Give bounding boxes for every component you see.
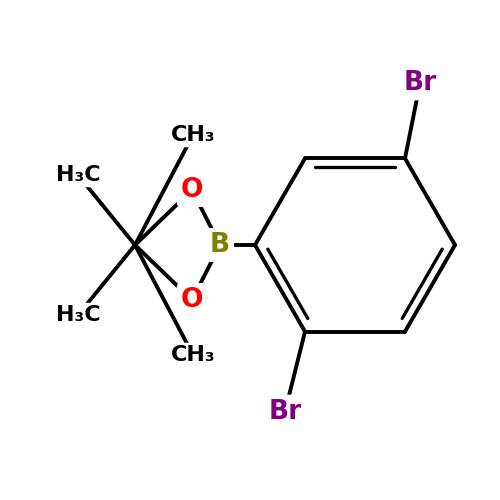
Text: H₃C: H₃C <box>56 305 100 325</box>
Text: O: O <box>181 287 203 313</box>
Text: Br: Br <box>404 70 436 97</box>
Text: Br: Br <box>268 398 302 424</box>
Text: CH₃: CH₃ <box>170 345 216 365</box>
Text: H₃C: H₃C <box>56 165 100 185</box>
Text: CH₃: CH₃ <box>170 125 216 145</box>
Text: O: O <box>181 177 203 203</box>
Text: B: B <box>210 232 230 258</box>
